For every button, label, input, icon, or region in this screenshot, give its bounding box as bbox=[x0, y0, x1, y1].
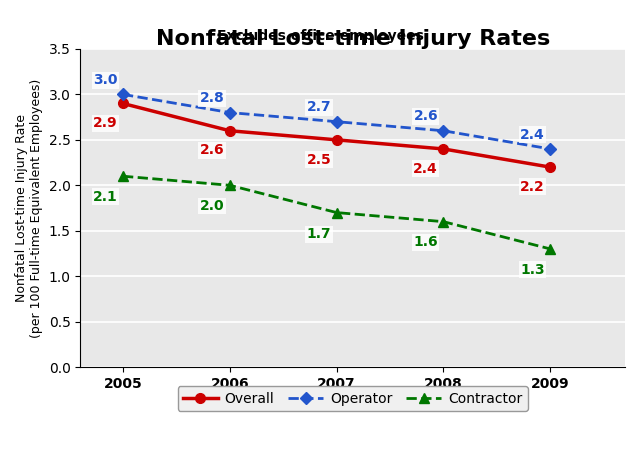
Text: 2.8: 2.8 bbox=[200, 91, 225, 105]
Title: Nonfatal Lost-time Injury Rates: Nonfatal Lost-time Injury Rates bbox=[156, 29, 550, 49]
Text: 1.6: 1.6 bbox=[413, 235, 438, 249]
Contractor bbox=[440, 219, 447, 225]
Overall bbox=[440, 146, 447, 152]
Text: 2.6: 2.6 bbox=[200, 144, 225, 158]
Operator bbox=[547, 146, 554, 152]
Contractor bbox=[119, 173, 127, 179]
Overall bbox=[226, 128, 234, 133]
Text: Excludes office employees: Excludes office employees bbox=[216, 28, 424, 42]
Operator bbox=[119, 92, 127, 97]
Text: 2.1: 2.1 bbox=[93, 190, 118, 204]
Contractor bbox=[226, 183, 234, 188]
Text: 1.7: 1.7 bbox=[307, 227, 332, 241]
Text: 2.9: 2.9 bbox=[93, 116, 118, 130]
Text: 2.2: 2.2 bbox=[520, 180, 545, 194]
Line: Operator: Operator bbox=[119, 90, 554, 153]
Y-axis label: Nonfatal Lost-time Injury Rate
(per 100 Full-time Equivalent Employees): Nonfatal Lost-time Injury Rate (per 100 … bbox=[15, 79, 43, 338]
Contractor bbox=[333, 210, 340, 215]
Text: 2.4: 2.4 bbox=[520, 128, 545, 142]
Operator bbox=[226, 110, 234, 115]
Operator bbox=[440, 128, 447, 133]
Overall bbox=[333, 137, 340, 143]
Legend: Overall, Operator, Contractor: Overall, Operator, Contractor bbox=[177, 386, 528, 411]
Line: Overall: Overall bbox=[118, 99, 555, 172]
Line: Contractor: Contractor bbox=[118, 171, 555, 254]
Text: 2.7: 2.7 bbox=[307, 100, 332, 114]
Overall bbox=[547, 164, 554, 170]
Text: 2.4: 2.4 bbox=[413, 162, 438, 176]
Operator bbox=[333, 119, 340, 125]
Text: 2.5: 2.5 bbox=[307, 153, 332, 166]
Text: 1.3: 1.3 bbox=[520, 263, 545, 277]
Overall bbox=[119, 101, 127, 106]
Contractor bbox=[547, 246, 554, 252]
Text: 2.6: 2.6 bbox=[413, 109, 438, 124]
Text: 3.0: 3.0 bbox=[93, 73, 118, 87]
Text: 2.0: 2.0 bbox=[200, 199, 225, 213]
